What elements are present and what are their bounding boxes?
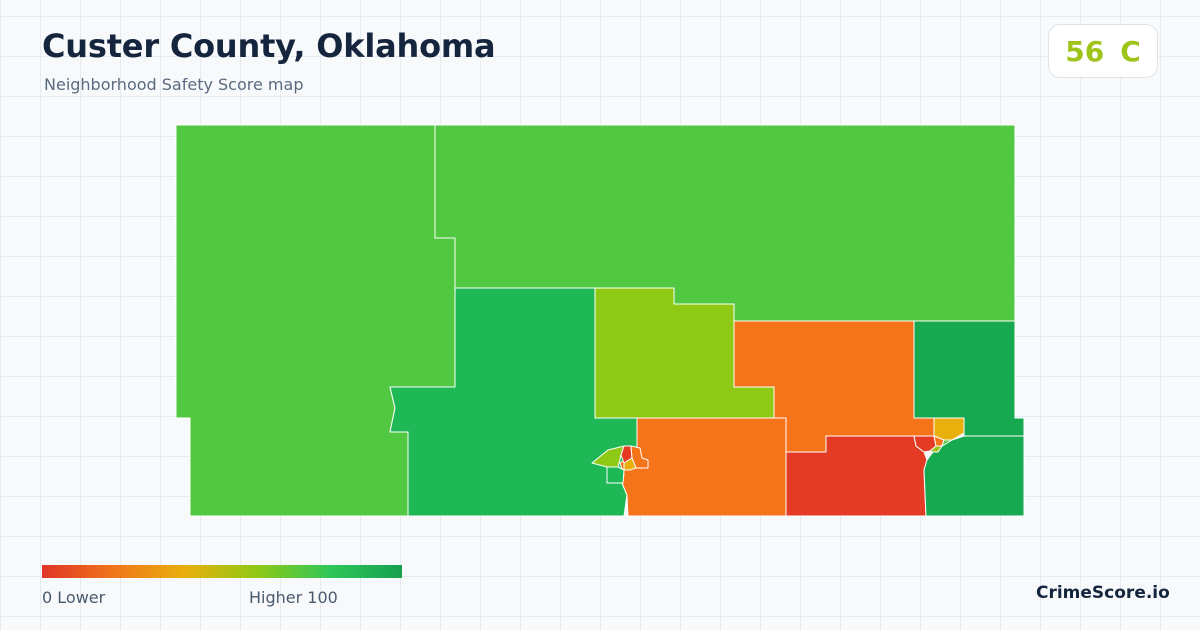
- legend-low-label: 0 Lower: [42, 588, 106, 607]
- weatherford-west-tract[interactable]: [929, 445, 943, 453]
- safety-score-badge: 56 C: [1048, 24, 1158, 78]
- score-value: 56: [1065, 34, 1105, 68]
- weatherford-north-tract[interactable]: [933, 417, 965, 441]
- brand-logo-text[interactable]: CrimeScore.io: [1036, 583, 1170, 603]
- weatherford-east-tract[interactable]: [941, 439, 953, 447]
- page-title: Custer County, Oklahoma: [42, 27, 496, 65]
- page-subtitle: Neighborhood Safety Score map: [44, 75, 304, 94]
- legend-high-label: Higher 100: [249, 588, 338, 607]
- score-grade: C: [1120, 34, 1141, 68]
- score-legend-bar: [42, 565, 402, 578]
- clinton-south-tract[interactable]: [606, 466, 625, 484]
- clinton-north-tract[interactable]: [623, 457, 637, 471]
